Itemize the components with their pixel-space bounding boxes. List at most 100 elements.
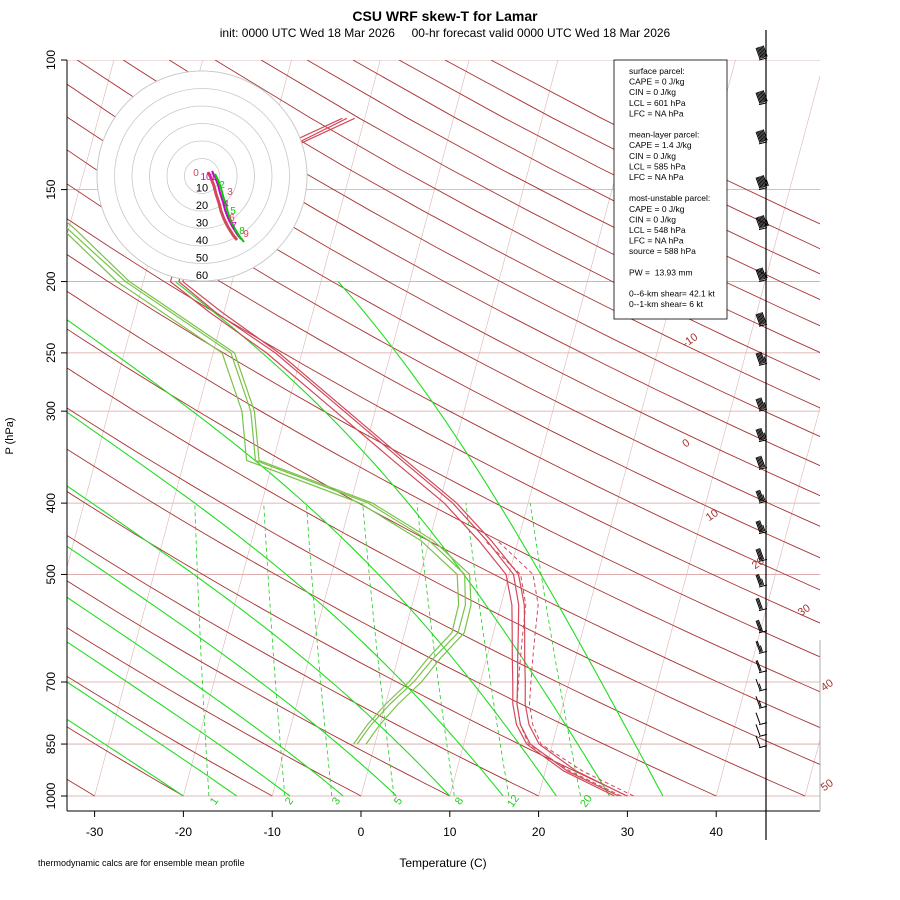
wind-barb-feather [755, 660, 761, 672]
wind-barb-feather [760, 351, 766, 363]
wind-barb-shaft [758, 57, 768, 61]
hodograph-ring-label: 30 [196, 218, 208, 230]
wind-barb-shaft [758, 650, 768, 654]
dry-adiabat-line [67, 149, 820, 559]
sounding-profiles [67, 117, 634, 797]
wind-barb-feather [756, 92, 762, 104]
wind-barb-feather [757, 313, 763, 325]
y-tick-label: 1000 [44, 782, 58, 809]
mixing-ratio-label: 12 [505, 793, 522, 810]
wind-barb-half-feather [763, 402, 767, 409]
mixing-ratio-line [465, 503, 510, 797]
dry-adiabat-line [67, 490, 628, 797]
wind-barb-feather [755, 429, 761, 441]
wind-barb-feather [755, 457, 761, 469]
wind-barb-feather [757, 619, 763, 632]
parcel-trace [484, 540, 622, 797]
wind-barb-feather [759, 216, 765, 228]
y-tick-label: 850 [44, 734, 58, 754]
info-box-line: LCL = 601 hPa [629, 98, 686, 108]
wind-barb-feather [761, 267, 767, 279]
wind-barb-feather [757, 456, 763, 468]
wind-barb-half-feather [763, 432, 767, 439]
moist-adiabat-line [67, 718, 184, 797]
wind-barb-feather [756, 217, 762, 229]
dry-adiabat-line [67, 407, 806, 797]
wind-barb-shaft [758, 187, 768, 191]
hodograph-point-label: 10 [200, 172, 212, 183]
wind-barb-feather [761, 215, 767, 227]
y-tick-label: 700 [44, 672, 58, 692]
y-tick-label: 400 [44, 493, 58, 513]
x-tick-label: 30 [621, 825, 635, 839]
wind-barb-feather [759, 268, 765, 280]
mixing-ratio-label: 1 [208, 795, 221, 807]
dry-adiabat-label: 40 [819, 677, 836, 694]
wind-barb-feather [757, 47, 763, 59]
wind-barb-shaft [758, 722, 768, 726]
hodograph-ring [166, 140, 238, 212]
wind-barb-shaft [758, 688, 768, 692]
mixing-ratio-label: 5 [392, 795, 405, 807]
wind-barb-feather [757, 574, 763, 586]
dry-adiabat-line [214, 60, 820, 381]
wind-barb-feather [755, 490, 761, 503]
info-box-line: LFC = NA hPa [629, 172, 684, 182]
hodograph-point-label: 9 [243, 229, 249, 240]
wind-barb-feather [757, 216, 763, 228]
wind-barb [755, 489, 768, 504]
wind-barb [755, 175, 769, 191]
wind-barb [755, 351, 768, 366]
isotherm-line [715, 406, 820, 797]
wind-barb-shaft [758, 745, 768, 749]
dry-adiabat-line [67, 726, 184, 797]
wind-barb-feather [757, 490, 763, 502]
isotherm-line [360, 60, 559, 797]
wind-barb-shaft [758, 362, 768, 366]
wind-barb-feather [756, 131, 762, 143]
info-box-line: CIN = 0 J/kg [629, 151, 676, 161]
info-box-line: CIN = 0 J/kg [629, 214, 676, 224]
wind-barb-feather [757, 548, 763, 560]
hodograph-ring [149, 123, 255, 229]
info-box-line: source = 588 hPa [629, 246, 696, 256]
isotherm-line [183, 60, 381, 797]
x-tick-label: 0 [358, 825, 365, 839]
wind-barb-feather [755, 314, 761, 326]
hodograph-point-label: 3 [227, 187, 233, 198]
mixing-ratio-label: 2 [283, 795, 296, 807]
wind-barb-feather [760, 90, 766, 103]
wind-barb-feather [755, 353, 761, 365]
info-box-line: CAPE = 1.4 J/kg [629, 140, 692, 150]
wind-barb-feather [755, 678, 761, 691]
wind-barb-feather [759, 46, 765, 58]
hodograph-ring-label: 40 [196, 235, 208, 247]
wind-barb-feather [760, 46, 766, 58]
info-box-line: CAPE = 0 J/kg [629, 77, 685, 87]
x-tick-label: -30 [86, 825, 104, 839]
hodograph-ring-label: 10 [196, 183, 208, 195]
dewpoint-trace [67, 221, 472, 745]
wind-barb-feather [759, 130, 765, 142]
dry-adiabat-label: 50 [819, 777, 836, 794]
hodograph-point-label: 1 [210, 172, 216, 183]
info-box-line: PW = 13.93 mm [629, 267, 693, 277]
wind-barb-shaft [758, 608, 768, 612]
wind-barb-feather [756, 268, 762, 281]
mixing-ratio-label: 20 [578, 793, 595, 810]
info-box-line: surface parcel: [629, 66, 685, 76]
wind-barb-shaft [758, 733, 768, 737]
y-tick-label: 250 [44, 343, 58, 363]
dry-adiabat-line [67, 534, 539, 797]
wind-barb-feather [757, 428, 763, 440]
mixing-ratio-line [362, 503, 395, 797]
dry-adiabat-line [67, 580, 451, 797]
dry-adiabat-line [67, 116, 820, 527]
wind-barb-feather [755, 712, 761, 724]
hodograph-ring [114, 88, 290, 264]
wind-barb [755, 267, 768, 283]
hodograph-point-label: 7 [231, 221, 237, 232]
